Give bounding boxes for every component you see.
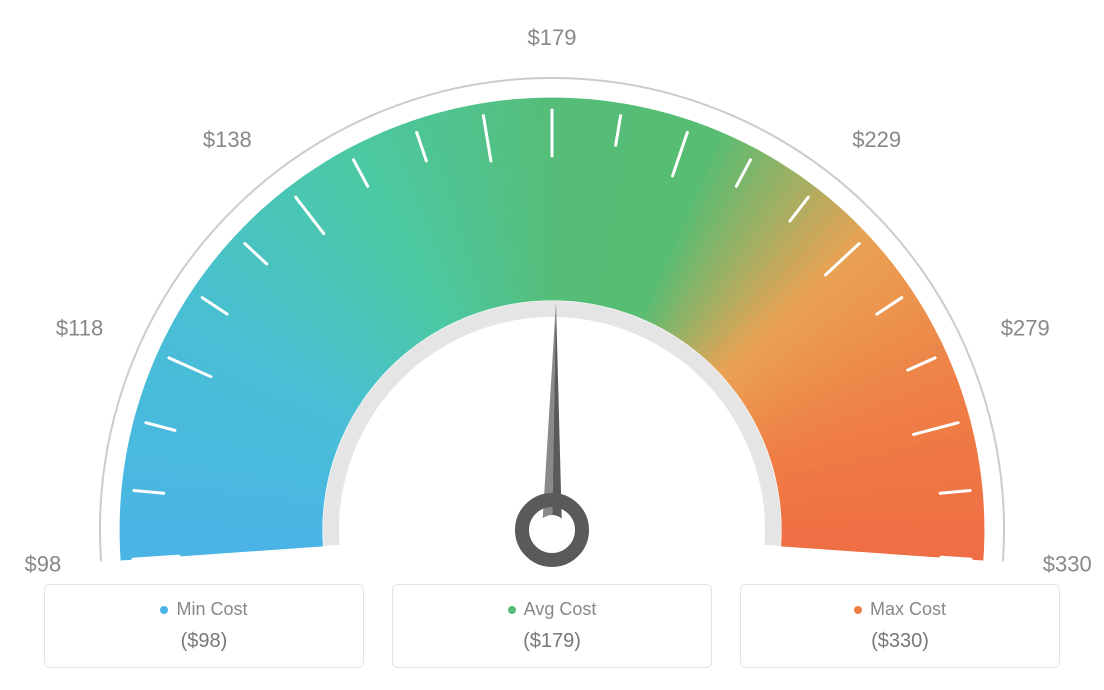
legend-dot-min <box>160 606 168 614</box>
legend-card-min: Min Cost ($98) <box>44 584 364 668</box>
legend-dot-avg <box>508 606 516 614</box>
legend-dot-max <box>854 606 862 614</box>
legend-min-value: ($98) <box>45 630 363 653</box>
svg-text:$330: $330 <box>1043 551 1092 576</box>
svg-text:$118: $118 <box>56 315 103 340</box>
legend-avg-title: Avg Cost <box>508 599 597 620</box>
gauge-area: $98 $118 $138 $179 $229 $279 $330 <box>0 0 1104 580</box>
gauge-svg: $98 $118 $138 $179 $229 $279 $330 <box>0 0 1104 580</box>
svg-text:$279: $279 <box>1001 315 1050 340</box>
svg-text:$138: $138 <box>203 127 252 152</box>
legend-card-avg: Avg Cost ($179) <box>392 584 712 668</box>
legend-max-title: Max Cost <box>854 599 946 620</box>
legend-max-value: ($330) <box>741 630 1059 653</box>
cost-gauge-chart: $98 $118 $138 $179 $229 $279 $330 Min Cost ($9… <box>0 0 1104 690</box>
legend-min-label: Min Cost <box>176 599 247 620</box>
svg-text:$229: $229 <box>852 127 901 152</box>
svg-text:$179: $179 <box>528 25 577 50</box>
legend-row: Min Cost ($98) Avg Cost ($179) Max Cost … <box>0 584 1104 668</box>
legend-min-title: Min Cost <box>160 599 247 620</box>
legend-avg-label: Avg Cost <box>524 599 597 620</box>
legend-max-label: Max Cost <box>870 599 946 620</box>
legend-card-max: Max Cost ($330) <box>740 584 1060 668</box>
svg-text:$98: $98 <box>24 551 61 576</box>
legend-avg-value: ($179) <box>393 630 711 653</box>
